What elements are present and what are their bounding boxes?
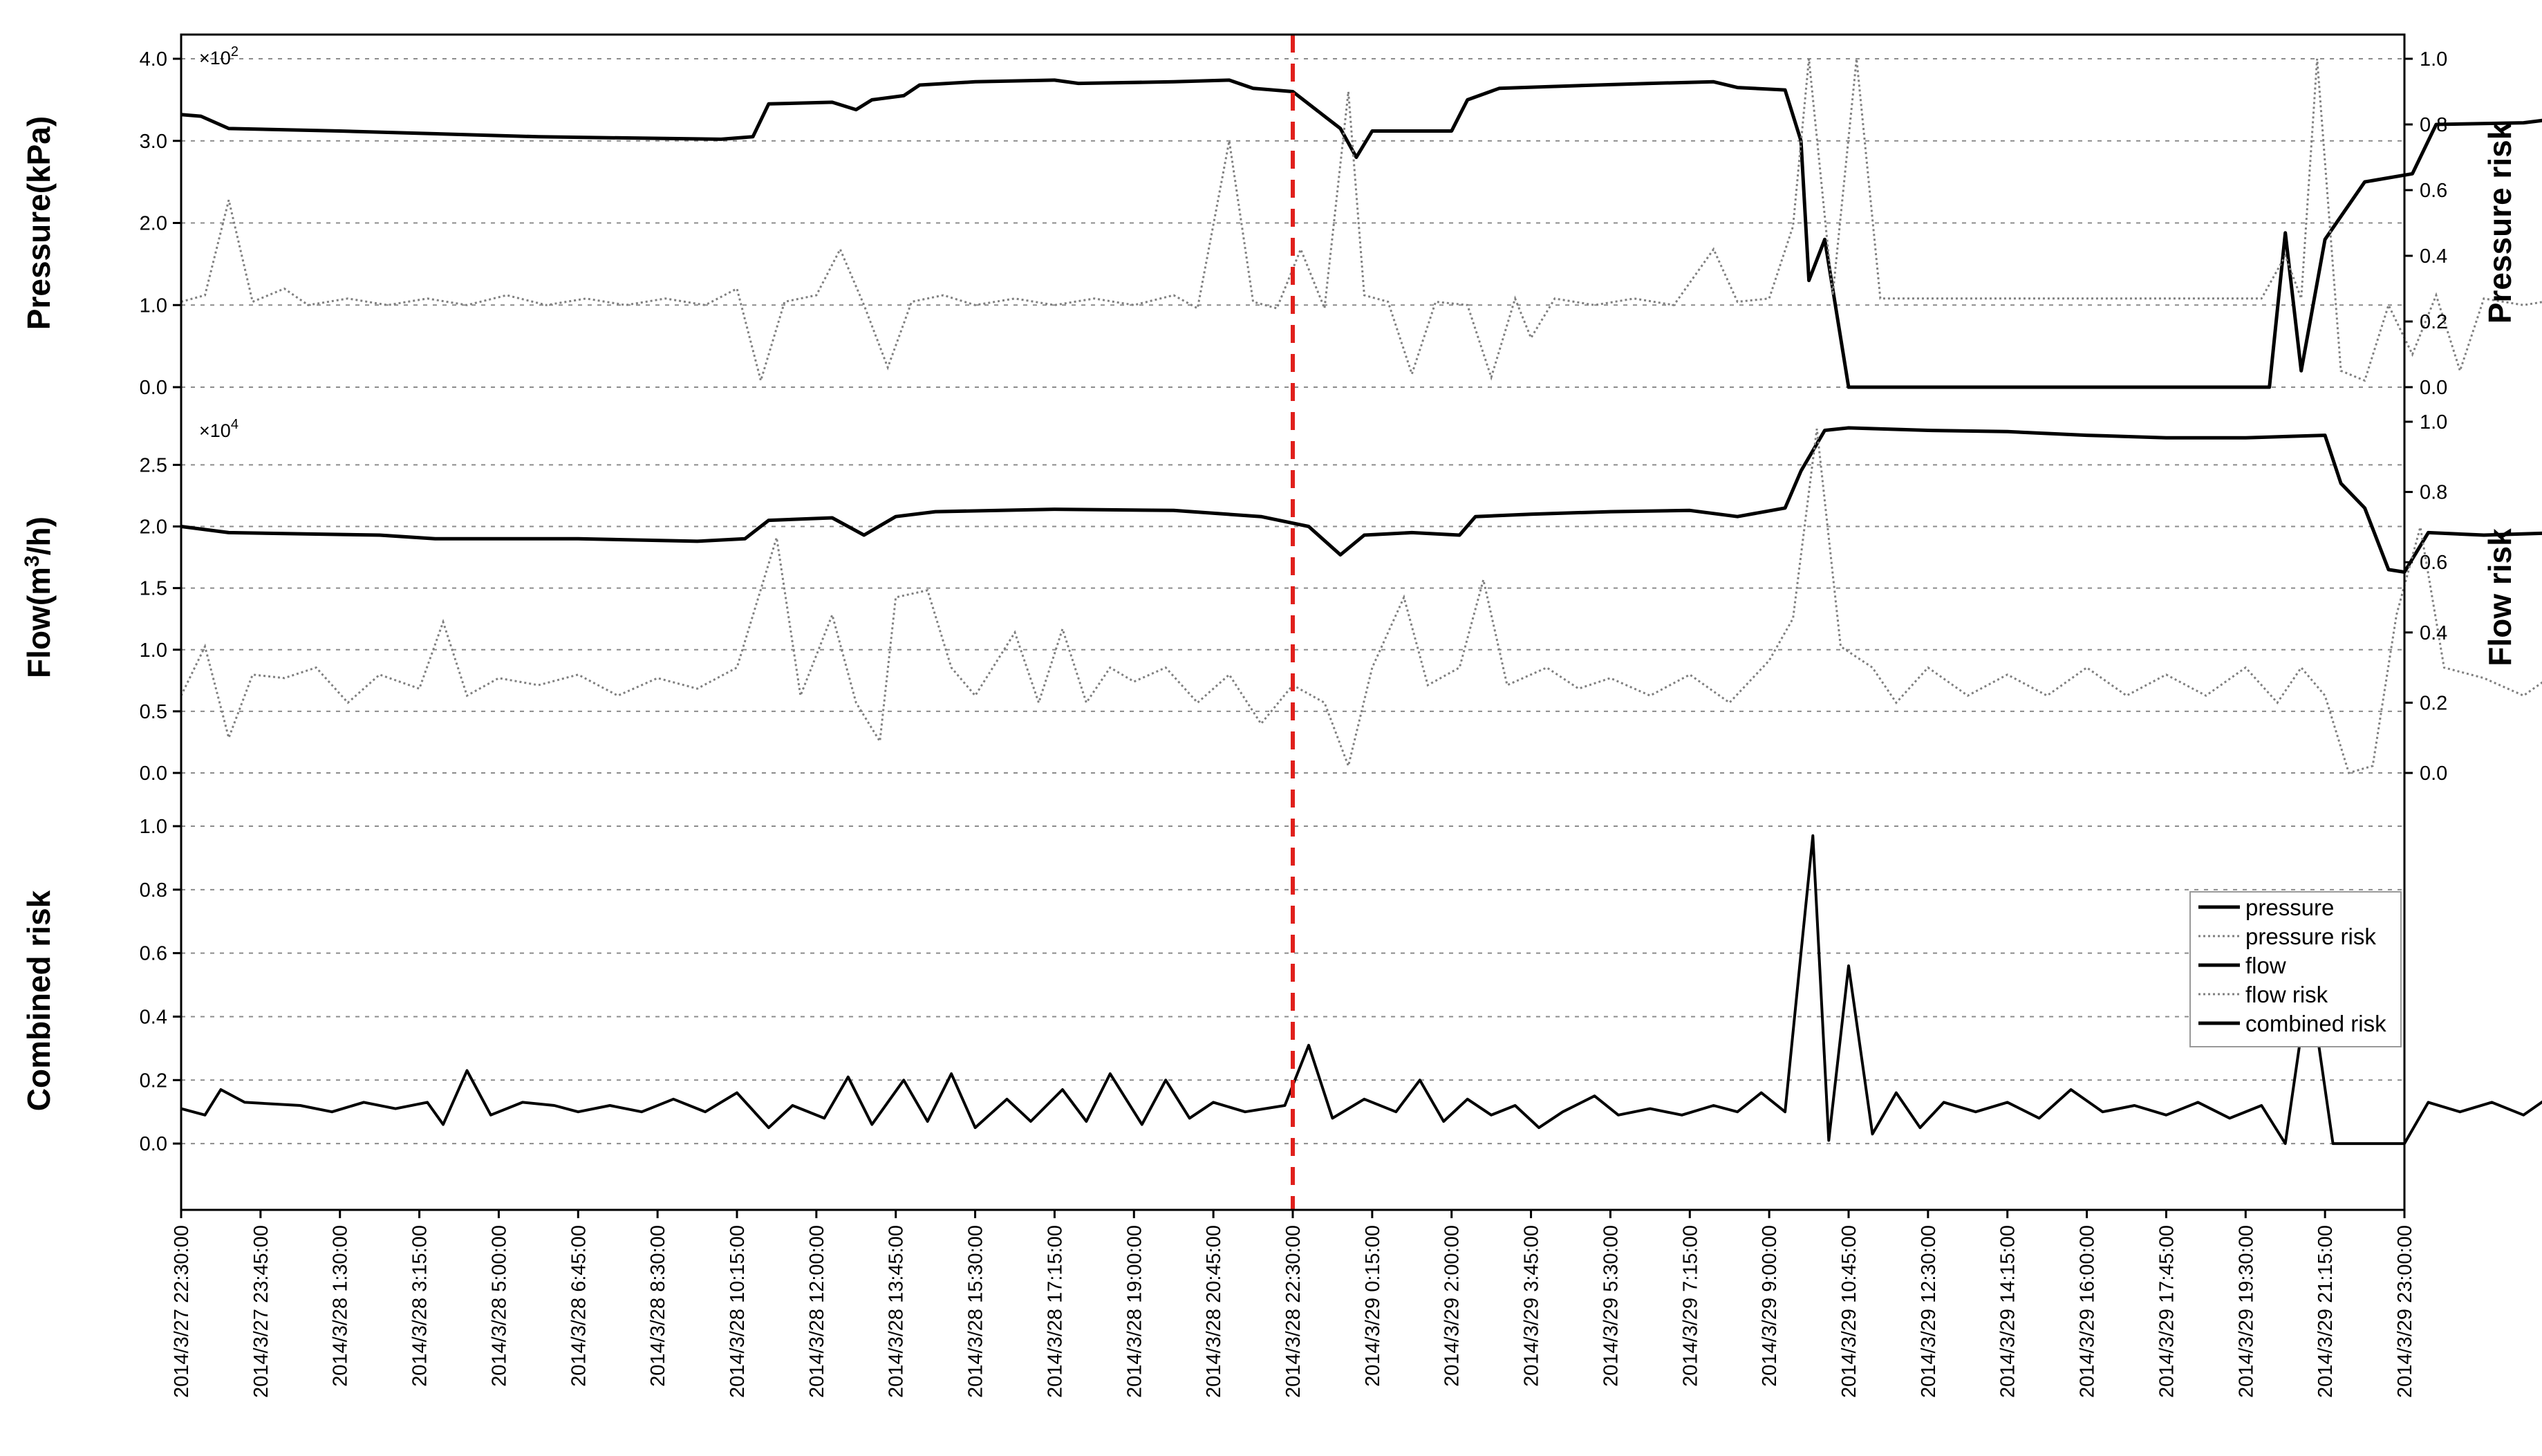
pressure-multiplier: ×102 bbox=[199, 44, 239, 68]
series-layer bbox=[180, 35, 2542, 1210]
series-flow-risk bbox=[180, 429, 2542, 774]
x-tick-label: 2014/3/27 22:30:00 bbox=[171, 1225, 193, 1398]
pressure-multiplier-exp: 2 bbox=[231, 44, 239, 59]
flow-ylabel-tail: /h) bbox=[21, 516, 57, 555]
pressure-right-tick-label: 0.6 bbox=[2420, 180, 2447, 202]
combined-left-tick-label: 0.6 bbox=[140, 943, 167, 965]
x-tick-label: 2014/3/28 6:45:00 bbox=[568, 1225, 590, 1387]
flow-ylabel: Flow(m3/h) bbox=[21, 516, 57, 678]
x-tick-label: 2014/3/29 19:30:00 bbox=[2235, 1225, 2257, 1398]
x-tick-label: 2014/3/29 12:30:00 bbox=[1918, 1225, 1940, 1398]
combined-left-tick-label: 0.2 bbox=[140, 1070, 167, 1092]
legend: pressure pressure risk flow flow risk combin… bbox=[2189, 891, 2402, 1047]
series-flow bbox=[180, 426, 2542, 574]
flow-right-tick-label: 0.0 bbox=[2420, 763, 2447, 785]
flow-left-tick-label: 1.0 bbox=[140, 640, 167, 662]
pressure-ylabel: Pressure(kPa) bbox=[21, 116, 57, 330]
x-tick-label: 2014/3/29 21:15:00 bbox=[2315, 1225, 2337, 1398]
flow-y2label: Flow risk bbox=[2482, 528, 2518, 666]
grid-layer bbox=[181, 58, 2404, 1145]
flow-right-tick-label: 1.0 bbox=[2420, 411, 2447, 433]
combined-left-tick-label: 0.4 bbox=[140, 1006, 167, 1028]
x-tick-label: 2014/3/29 10:45:00 bbox=[1838, 1225, 1860, 1398]
legend-label: flow bbox=[2245, 953, 2286, 978]
flow-left-tick-label: 0.5 bbox=[140, 701, 167, 723]
combined-left-tick-label: 1.0 bbox=[140, 816, 167, 838]
pressure-right-tick-label: 1.0 bbox=[2420, 48, 2447, 71]
x-tick-label: 2014/3/28 1:30:00 bbox=[330, 1225, 352, 1387]
pressure-left-tick-label: 4.0 bbox=[140, 48, 167, 71]
x-tick-label: 2014/3/28 13:45:00 bbox=[886, 1225, 908, 1398]
flow-right-tick-label: 0.8 bbox=[2420, 482, 2447, 504]
pressure-right-tick-label: 0.4 bbox=[2420, 245, 2447, 268]
combined-ylabel: Combined risk bbox=[21, 890, 57, 1111]
x-tick-label: 2014/3/29 0:15:00 bbox=[1362, 1225, 1384, 1387]
x-tick-label: 2014/3/28 12:00:00 bbox=[806, 1225, 828, 1398]
legend-label: flow risk bbox=[2245, 982, 2328, 1007]
flow-right-tick-label: 0.6 bbox=[2420, 552, 2447, 574]
combined-left-tick-label: 0.0 bbox=[140, 1133, 167, 1155]
x-tick-label: 2014/3/28 20:45:00 bbox=[1203, 1225, 1225, 1398]
pressure-left-tick-label: 1.0 bbox=[140, 295, 167, 317]
x-tick-label: 2014/3/29 23:00:00 bbox=[2394, 1225, 2416, 1398]
x-tick-label: 2014/3/28 19:00:00 bbox=[1123, 1225, 1146, 1398]
flow-multiplier: ×104 bbox=[199, 417, 239, 441]
legend-label: pressure risk bbox=[2245, 924, 2376, 949]
series-combined-risk bbox=[180, 834, 2542, 1146]
x-tick-label: 2014/3/29 9:00:00 bbox=[1759, 1225, 1781, 1387]
axes-layer bbox=[173, 33, 2413, 1218]
flow-left-tick-label: 2.0 bbox=[140, 516, 167, 539]
series-pressure-risk bbox=[180, 58, 2542, 385]
labels-layer: 0.0 1.0 2.0 3.0 4.0 0.0 0.2 0.4 0.6 0.8 1.0 ×102 Pre… bbox=[21, 44, 2518, 1398]
series-pressure bbox=[180, 78, 2542, 389]
pressure-right-tick-label: 0.2 bbox=[2420, 311, 2447, 333]
pressure-left-tick-label: 3.0 bbox=[140, 131, 167, 153]
flow-left-tick-label: 1.5 bbox=[140, 578, 167, 600]
x-tick-label: 2014/3/29 17:45:00 bbox=[2156, 1225, 2178, 1398]
pressure-right-tick-label: 0.8 bbox=[2420, 114, 2447, 136]
pressure-right-tick-label: 0.0 bbox=[2420, 377, 2447, 399]
x-tick-label: 2014/3/28 3:15:00 bbox=[409, 1225, 431, 1387]
x-tick-label: 2014/3/28 5:00:00 bbox=[488, 1225, 510, 1387]
x-tick-label: 2014/3/29 14:15:00 bbox=[1997, 1225, 2019, 1398]
x-tick-label: 2014/3/27 23:45:00 bbox=[250, 1225, 272, 1398]
x-tick-label: 2014/3/29 16:00:00 bbox=[2077, 1225, 2099, 1398]
pressure-left-tick-label: 2.0 bbox=[140, 213, 167, 235]
pressure-left-tick-label: 0.0 bbox=[140, 377, 167, 399]
pressure-y2label: Pressure risk bbox=[2482, 122, 2518, 324]
x-tick-label: 2014/3/28 15:30:00 bbox=[965, 1225, 987, 1398]
x-tick-label: 2014/3/29 7:15:00 bbox=[1679, 1225, 1701, 1387]
flow-right-tick-label: 0.2 bbox=[2420, 692, 2447, 714]
flow-left-tick-label: 2.5 bbox=[140, 454, 167, 476]
x-tick-label: 2014/3/28 22:30:00 bbox=[1282, 1225, 1305, 1398]
flow-ylabel-sup: 3 bbox=[21, 555, 44, 567]
x-tick-label: 2014/3/29 3:45:00 bbox=[1521, 1225, 1543, 1387]
x-tick-label: 2014/3/28 8:30:00 bbox=[647, 1225, 669, 1387]
x-tick-label: 2014/3/29 5:30:00 bbox=[1600, 1225, 1622, 1387]
combined-left-tick-label: 0.8 bbox=[140, 879, 167, 902]
legend-label: pressure bbox=[2245, 895, 2334, 920]
legend-box bbox=[2189, 891, 2402, 1047]
x-tick-label: 2014/3/28 17:15:00 bbox=[1044, 1225, 1066, 1398]
flow-right-tick-label: 0.4 bbox=[2420, 622, 2447, 644]
x-tick-label: 2014/3/29 2:00:00 bbox=[1441, 1225, 1464, 1387]
legend-label: combined risk bbox=[2245, 1011, 2386, 1036]
x-tick-label: 2014/3/28 10:15:00 bbox=[727, 1225, 749, 1398]
flow-multiplier-exp: 4 bbox=[231, 417, 239, 432]
flow-left-tick-label: 0.0 bbox=[140, 763, 167, 785]
